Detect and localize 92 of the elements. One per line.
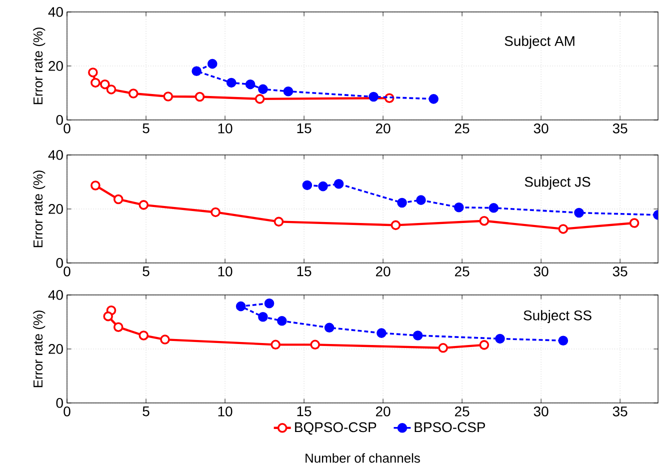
y-tick-label: 0: [56, 115, 63, 125]
point: [270, 340, 280, 350]
point: [113, 194, 124, 204]
point: [428, 94, 439, 104]
x-tick-label: 0: [64, 266, 70, 276]
point: [163, 92, 174, 102]
x-tick-label: 0: [64, 123, 70, 134]
x-tick-label: 5: [142, 266, 150, 276]
point: [324, 322, 334, 333]
x-tick-label: 30: [534, 123, 548, 134]
point: [629, 218, 640, 228]
point: [310, 340, 320, 350]
point: [479, 340, 490, 350]
legend-label: BQPSO-CSP: [295, 422, 376, 435]
annotation: Subject SS: [524, 310, 592, 324]
point: [160, 334, 170, 344]
x-tick-label: 20: [376, 266, 390, 276]
y-tick-label: 40: [48, 7, 63, 17]
point: [254, 94, 265, 104]
point: [376, 328, 386, 338]
point: [236, 301, 246, 312]
x-tick-label: 10: [218, 266, 232, 276]
point: [103, 311, 113, 322]
point: [138, 200, 149, 210]
point: [106, 84, 116, 94]
point: [264, 298, 274, 308]
annotation: Subject AM: [504, 36, 574, 49]
y-tick-label: 0: [56, 258, 63, 268]
x-tick-label: 15: [297, 406, 312, 416]
x-tick-label: 20: [376, 406, 390, 416]
point: [438, 343, 448, 353]
point: [90, 180, 100, 190]
point: [90, 78, 100, 88]
y-tick-label: 40: [48, 290, 63, 300]
point: [194, 92, 205, 102]
point: [210, 207, 220, 218]
x-tick-label: 35: [612, 123, 628, 134]
point: [479, 216, 490, 226]
x-tick-label: 25: [455, 266, 470, 276]
x-tick-label: 10: [218, 406, 232, 416]
legend-label: BPSO-CSP: [414, 422, 486, 432]
x-tick-label: 25: [455, 406, 470, 416]
point: [88, 68, 98, 78]
point: [207, 58, 218, 69]
x-tick-label: 15: [297, 124, 312, 134]
x-tick-label: 0: [64, 406, 70, 416]
point: [277, 316, 287, 326]
point: [128, 88, 138, 98]
x-tick-label: 35: [612, 266, 628, 276]
point: [245, 79, 256, 90]
y-tick-label: 20: [48, 204, 63, 214]
x-tick-label: 20: [376, 123, 390, 134]
point: [368, 92, 378, 102]
y-tick-label: 20: [48, 61, 63, 71]
point: [390, 220, 401, 230]
x-tick-label: 35: [612, 406, 628, 416]
y-tick-label: 20: [48, 344, 63, 354]
point: [334, 178, 344, 189]
point: [226, 78, 236, 88]
point: [258, 84, 268, 94]
point: [416, 195, 426, 205]
point: [192, 66, 202, 76]
y-axis-title: Error rate (%): [33, 28, 46, 104]
point: [412, 330, 423, 340]
x-tick-label: 5: [142, 124, 150, 134]
point: [488, 203, 499, 213]
point: [397, 198, 407, 208]
point: [454, 202, 464, 212]
annotation: Subject JS: [524, 176, 590, 190]
point: [100, 79, 110, 90]
x-tick-label: 25: [455, 123, 470, 134]
y-axis-title: Error rate (%): [33, 310, 46, 388]
x-tick-label: 30: [534, 266, 548, 276]
x-tick-label: 10: [218, 123, 232, 134]
point: [258, 312, 268, 322]
x-tick-label: 5: [142, 406, 150, 416]
point: [495, 334, 505, 344]
x-axis-title: Number of channels: [306, 453, 420, 463]
x-tick-label: 15: [297, 266, 312, 276]
y-axis-title: Error rate (%): [33, 170, 46, 248]
point: [274, 216, 284, 227]
point: [138, 330, 149, 340]
point: [574, 208, 584, 218]
point: [318, 181, 328, 192]
point: [558, 224, 568, 234]
point: [113, 322, 124, 332]
x-tick-label: 30: [534, 406, 548, 416]
point: [283, 86, 294, 96]
y-tick-label: 0: [56, 398, 63, 408]
point: [558, 336, 568, 346]
y-tick-label: 40: [48, 150, 63, 160]
point: [302, 180, 312, 190]
